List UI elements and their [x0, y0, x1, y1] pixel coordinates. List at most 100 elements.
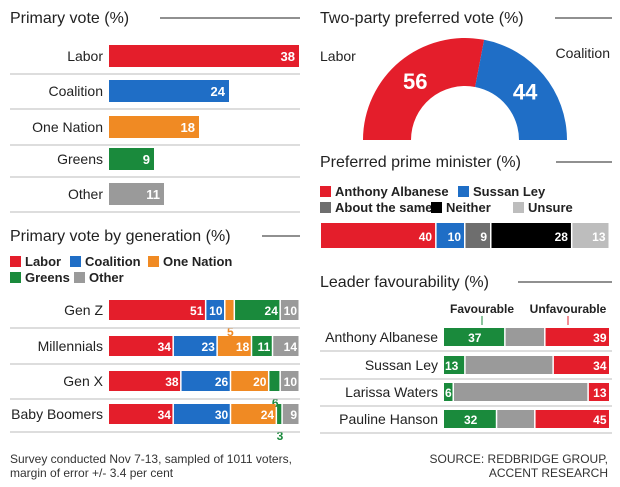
ppm-segment-0 [321, 223, 436, 248]
generation-value-3-0: 34 [158, 408, 172, 422]
tpp-value-labor: 56 [403, 69, 427, 94]
favourability-row-label-2: Larissa Waters [345, 384, 438, 400]
generation-value-0-3: 24 [265, 304, 279, 318]
generation-bar-3-3 [277, 404, 282, 424]
tpp-value-coalition: 44 [513, 79, 538, 104]
favourability-bar-3-2 [535, 410, 609, 428]
generation-value-1-4: 14 [284, 340, 298, 354]
primary-vote-value-0: 38 [281, 49, 295, 64]
primary-vote-value-3: 9 [143, 152, 150, 167]
generation-value-0-4: 10 [284, 304, 298, 318]
ppm-legend-label-2: About the same [335, 200, 433, 215]
primary-vote-bar-3 [109, 148, 154, 170]
generation-value-2-3: 6 [272, 396, 279, 410]
generation-bar-0-2 [225, 300, 234, 320]
favourability-bar-0-1 [505, 328, 545, 346]
favourability-value-0-0: 37 [468, 331, 482, 345]
generation-legend-swatch-3 [10, 272, 21, 283]
generation-value-1-2: 18 [236, 340, 250, 354]
generation-bar-2-4 [280, 371, 299, 391]
ppm-segment-1 [436, 223, 464, 248]
survey-note-line2: margin of error +/- 3.4 per cent [10, 466, 174, 480]
generation-bar-1-2 [217, 336, 251, 356]
ppm-legend-label-0: Anthony Albanese [335, 184, 449, 199]
survey-note-line1: Survey conducted Nov 7-13, sampled of 10… [10, 452, 292, 466]
favourability-col-unfavourable: Unfavourable [530, 302, 607, 316]
ppm-value-4: 13 [592, 230, 606, 244]
primary-vote-label-4: Other [68, 186, 103, 202]
generation-bar-0-4 [280, 300, 299, 320]
tpp-title: Two-party preferred vote (%) [320, 10, 524, 27]
generation-bar-3-2 [231, 404, 276, 424]
ppm-segment-2 [465, 223, 491, 248]
generation-bar-3-4 [282, 404, 299, 424]
generation-row-label-1: Millennials [38, 338, 103, 354]
generation-bar-3-1 [173, 404, 230, 424]
ppm-segment-3 [491, 223, 571, 248]
generation-bar-3-0 [109, 404, 173, 424]
generation-bar-1-4 [273, 336, 299, 356]
primary-vote-bar-0 [109, 45, 299, 67]
favourability-bar-0-0 [444, 328, 505, 346]
generation-value-2-1: 26 [215, 375, 229, 389]
tpp-label-labor: Labor [320, 48, 356, 64]
primary-vote-label-0: Labor [67, 48, 103, 64]
generation-legend-label-1: Coalition [85, 254, 141, 269]
generation-bar-1-0 [109, 336, 173, 356]
generation-value-3-2: 24 [261, 408, 275, 422]
generation-value-0-1: 10 [209, 304, 223, 318]
generation-value-2-4: 10 [284, 375, 298, 389]
favourability-value-3-2: 45 [593, 413, 607, 427]
ppm-segment-4 [572, 223, 609, 248]
ppm-legend-label-1: Sussan Ley [473, 184, 546, 199]
generation-bar-0-1 [206, 300, 225, 320]
generation-legend-swatch-1 [70, 256, 81, 267]
survey-note: Survey conducted Nov 7-13, sampled of 10… [10, 452, 292, 480]
favourability-bar-0-2 [545, 328, 609, 346]
generation-value-2-0: 38 [165, 375, 179, 389]
source-note-line2: ACCENT RESEARCH [488, 466, 608, 480]
generation-value-3-1: 30 [215, 408, 229, 422]
generation-row-label-2: Gen X [63, 373, 103, 389]
favourability-title: Leader favourability (%) [320, 274, 489, 291]
generation-bar-2-2 [231, 371, 268, 391]
generation-legend-swatch-2 [148, 256, 159, 267]
generation-value-2-2: 20 [253, 375, 267, 389]
favourability-bar-3-1 [497, 410, 535, 428]
generation-legend-label-4: Other [89, 270, 124, 285]
generation-row-label-0: Gen Z [64, 302, 103, 318]
favourability-value-1-0: 13 [445, 359, 459, 373]
primary-vote-bar-2 [109, 116, 199, 138]
generation-bar-2-3 [269, 371, 280, 391]
ppm-legend-swatch-4 [513, 202, 524, 213]
favourability-row-label-1: Sussan Ley [365, 357, 438, 373]
primary-vote-label-2: One Nation [32, 119, 103, 135]
favourability-bar-1-1 [465, 356, 553, 374]
generation-bar-0-3 [235, 300, 280, 320]
primary-vote-label-3: Greens [57, 151, 103, 167]
generation-value-1-3: 11 [258, 340, 271, 354]
generation-title: Primary vote by generation (%) [10, 228, 231, 245]
favourability-bar-2-1 [453, 383, 588, 401]
ppm-value-1: 10 [448, 230, 462, 244]
generation-bar-1-1 [173, 336, 217, 356]
generation-legend-label-2: One Nation [163, 254, 232, 269]
favourability-value-1-2: 34 [593, 359, 607, 373]
primary-vote-bar-1 [109, 80, 229, 102]
favourability-col-favourable: Favourable [450, 302, 514, 316]
primary-vote-value-2: 18 [181, 120, 195, 135]
generation-bar-1-3 [252, 336, 272, 356]
favourability-bar-3-0 [444, 410, 496, 428]
tpp-slice-coalition [475, 39, 567, 140]
ppm-legend-swatch-3 [431, 202, 442, 213]
favourability-bar-1-0 [444, 356, 465, 374]
generation-legend-label-3: Greens [25, 270, 70, 285]
generation-bar-0-0 [109, 300, 205, 320]
generation-legend-swatch-4 [74, 272, 85, 283]
ppm-value-0: 40 [419, 230, 433, 244]
source-note: SOURCE: REDBRIDGE GROUP, ACCENT RESEARCH [430, 452, 608, 480]
primary-vote-bar-4 [109, 183, 164, 205]
favourability-value-2-2: 13 [593, 386, 607, 400]
generation-value-1-1: 23 [202, 340, 216, 354]
